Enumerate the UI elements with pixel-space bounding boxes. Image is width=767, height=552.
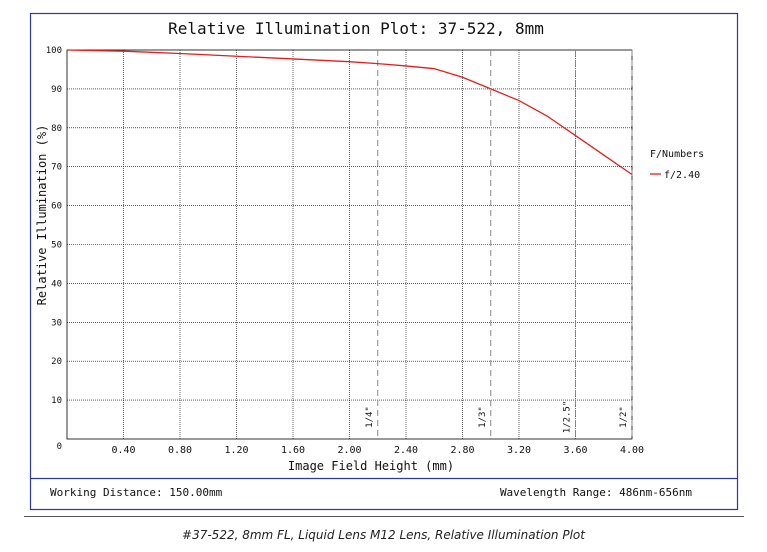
caption-rule — [24, 516, 744, 517]
x-tick-label-4: 2.00 — [337, 445, 361, 456]
y-axis-label: Relative Illumination (%) — [35, 125, 49, 306]
y-tick-label-2: 20 — [51, 357, 62, 367]
figure-caption: #37-522, 8mm FL, Liquid Lens M12 Lens, R… — [182, 528, 585, 542]
reference-label-0: 1/4" — [365, 406, 375, 428]
x-tick-label-2: 1.20 — [224, 445, 248, 456]
chart-outer-frame — [29, 12, 739, 511]
x-tick-label-5: 2.40 — [394, 445, 418, 456]
x-tick-label-3: 1.60 — [281, 445, 305, 456]
reference-label-1: 1/3" — [478, 406, 488, 428]
x-tick-label-9: 4.00 — [620, 445, 644, 456]
x-tick-label-7: 3.20 — [507, 445, 531, 456]
y-tick-label-4: 40 — [51, 279, 62, 289]
y-tick-label-6: 60 — [51, 202, 62, 212]
x-tick-label-6: 2.80 — [450, 445, 474, 456]
x-axis-label: Image Field Height (mm) — [288, 459, 454, 473]
y-tick-label-5: 50 — [51, 241, 62, 251]
series-line-0 — [66, 49, 633, 176]
chart-title: Relative Illumination Plot: 37-522, 8mm — [168, 19, 544, 38]
y-tick-label-7: 70 — [51, 163, 62, 173]
x-tick-label-0: 0.40 — [111, 445, 135, 456]
x-tick-label-8: 3.60 — [563, 445, 587, 456]
y-tick-label-3: 30 — [51, 318, 62, 328]
y-tick-label-0: 0 — [57, 442, 62, 452]
working-distance: Working Distance: 150.00mm — [50, 486, 223, 499]
y-tick-label-1: 10 — [51, 396, 62, 406]
wavelength-range: Wavelength Range: 486nm-656nm — [500, 486, 692, 499]
x-tick-label-1: 0.80 — [168, 445, 192, 456]
y-tick-label-8: 80 — [51, 124, 62, 134]
legend-entry-f2-40: f/2.40 — [664, 170, 700, 181]
reference-label-2: 1/2.5" — [563, 401, 573, 434]
reference-label-3: 1/2" — [619, 406, 629, 428]
legend-title: F/Numbers — [650, 149, 704, 160]
y-tick-label-10: 100 — [46, 46, 62, 56]
y-tick-label-9: 90 — [51, 85, 62, 95]
